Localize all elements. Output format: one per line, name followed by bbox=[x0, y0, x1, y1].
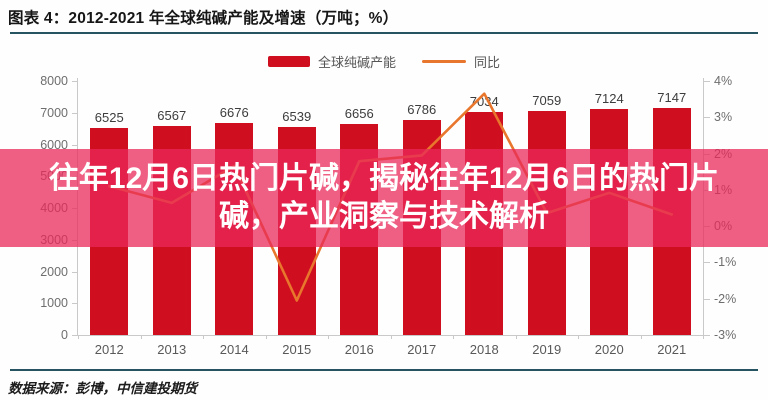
figure-title: 图表 4：2012-2021 年全球纯碱产能及增速（万吨；%） bbox=[8, 10, 399, 27]
left-axis-tick bbox=[72, 144, 78, 146]
x-axis-tick bbox=[140, 335, 142, 339]
left-axis-tick-label: 1000 bbox=[40, 296, 68, 311]
x-axis-category-label: 2013 bbox=[157, 342, 187, 357]
x-axis-category-label: 2014 bbox=[219, 342, 249, 357]
right-axis-tick-label: 4% bbox=[714, 74, 733, 88]
x-axis-category-label: 2019 bbox=[532, 342, 562, 357]
bar-value-label: 7034 bbox=[469, 93, 499, 109]
legend-label-capacity: 全球纯碱产能 bbox=[317, 55, 396, 70]
x-axis-tick bbox=[640, 335, 642, 339]
x-axis-tick bbox=[515, 335, 517, 339]
left-axis-tick-label: 7000 bbox=[40, 105, 68, 120]
x-axis-tick bbox=[265, 335, 267, 339]
x-axis-tick bbox=[203, 335, 204, 339]
legend-label-yoy: 同比 bbox=[474, 55, 501, 70]
x-axis-tick bbox=[578, 335, 579, 339]
x-axis-tick bbox=[703, 335, 704, 339]
bar-value-label: 7059 bbox=[532, 92, 562, 108]
bottom-divider bbox=[10, 369, 758, 371]
x-axis-tick bbox=[390, 335, 392, 339]
left-axis-tick bbox=[72, 112, 78, 114]
bar-value-label: 7147 bbox=[657, 90, 687, 106]
overlay-banner: 往年12月6日热门片碱，揭秘往年12月6日的热门片 碱，产业洞察与技术解析 bbox=[0, 149, 768, 247]
left-axis-tick-label: 0 bbox=[61, 328, 68, 342]
top-divider bbox=[10, 32, 758, 34]
right-axis-tick bbox=[704, 335, 710, 336]
bar-value-label: 6676 bbox=[219, 105, 249, 121]
x-axis-category-label: 2012 bbox=[94, 342, 124, 357]
legend-item-capacity: 全球纯碱产能 bbox=[267, 52, 396, 71]
left-axis-tick bbox=[72, 81, 78, 82]
left-axis-tick-label: 6000 bbox=[40, 137, 68, 152]
right-axis-tick-label: -2% bbox=[714, 291, 737, 306]
chart-legend: 全球纯碱产能 同比 bbox=[0, 52, 768, 71]
right-axis-tick-label: -1% bbox=[714, 255, 737, 270]
left-axis-tick-label: 2000 bbox=[40, 264, 68, 279]
line-series-swatch-icon bbox=[422, 60, 466, 63]
x-axis-tick bbox=[453, 335, 454, 339]
x-axis-category-label: 2017 bbox=[407, 342, 437, 357]
right-axis-tick-label: -3% bbox=[714, 328, 737, 342]
data-source: 数据来源：彭博，中信建投期货 bbox=[8, 381, 197, 396]
overlay-banner-line2: 碱，产业洞察与技术解析 bbox=[219, 200, 549, 233]
right-axis-tick bbox=[704, 298, 710, 300]
bar-value-label: 6539 bbox=[282, 109, 312, 125]
x-axis-category-label: 2016 bbox=[344, 342, 374, 357]
right-axis-tick bbox=[704, 117, 710, 119]
bar-value-label: 6525 bbox=[94, 109, 124, 125]
x-axis-tick bbox=[78, 335, 79, 339]
left-axis-tick bbox=[72, 303, 78, 305]
overlay-banner-line1: 往年12月6日热门片碱，揭秘往年12月6日的热门片 bbox=[48, 162, 720, 195]
bar-value-label: 6567 bbox=[157, 108, 187, 124]
x-axis-category-label: 2018 bbox=[469, 342, 499, 357]
x-axis-tick bbox=[328, 335, 329, 339]
right-axis-tick-label: 3% bbox=[714, 110, 733, 125]
bar-value-label: 6656 bbox=[344, 105, 374, 121]
bar-value-label: 6786 bbox=[407, 101, 437, 117]
legend-item-yoy: 同比 bbox=[422, 52, 500, 71]
bar-series-swatch-icon bbox=[267, 56, 310, 67]
right-axis-tick bbox=[704, 81, 710, 82]
left-axis-tick-label: 8000 bbox=[40, 74, 68, 88]
x-axis-category-label: 2015 bbox=[282, 342, 312, 357]
left-axis-tick bbox=[72, 271, 78, 273]
x-axis-category-label: 2021 bbox=[657, 342, 687, 357]
bar-value-label: 7124 bbox=[594, 90, 624, 106]
x-axis-category-label: 2020 bbox=[594, 342, 624, 357]
left-axis-tick bbox=[72, 335, 78, 336]
right-axis-tick bbox=[704, 262, 710, 264]
